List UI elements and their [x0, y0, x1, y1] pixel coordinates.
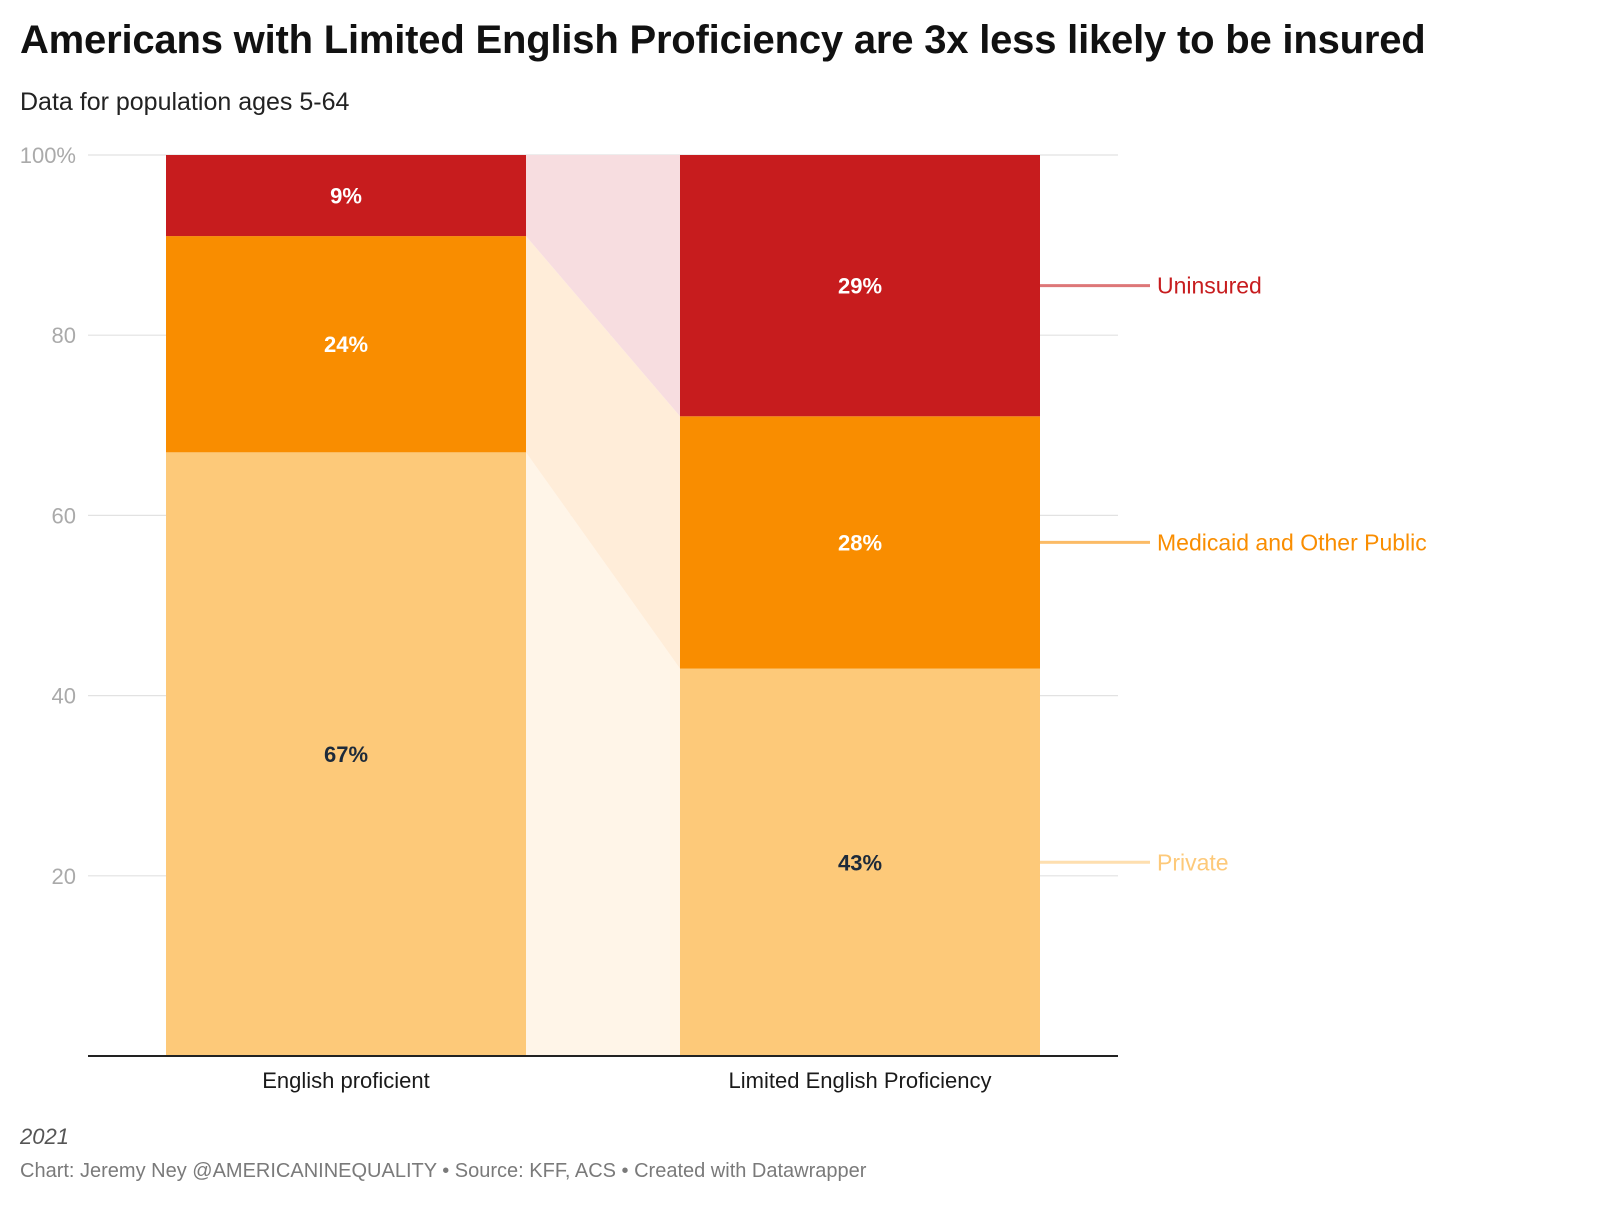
bar-segment: [680, 416, 1040, 669]
chart-title: Americans with Limited English Proficien…: [20, 18, 1426, 62]
legend-label: Uninsured: [1157, 273, 1262, 299]
chart-subtitle: Data for population ages 5-64: [20, 88, 350, 116]
y-tick-label: 60: [52, 503, 76, 528]
y-tick-label: 80: [52, 323, 76, 348]
bar-value-label: 28%: [838, 530, 882, 555]
bar-segment: [680, 155, 1040, 417]
y-tick-label: 20: [52, 864, 76, 889]
bar-value-label: 9%: [330, 184, 362, 209]
bar-value-label: 43%: [838, 850, 882, 875]
x-category-label: English proficient: [262, 1068, 430, 1093]
bar-value-label: 24%: [324, 332, 368, 357]
connector-band-medicaid-and-other-public: [526, 236, 680, 669]
x-category-label: Limited English Proficiency: [729, 1068, 992, 1093]
stacked-bar-chart: 100% 80 60 40 20 67% 43% 24% 28% 9% 29% English pro…: [20, 143, 1427, 1093]
bar-value-label: 29%: [838, 274, 882, 299]
chart-year-note: 2021: [20, 1124, 69, 1149]
legend-label: Private: [1157, 849, 1229, 875]
y-tick-label: 40: [52, 684, 76, 709]
bar-segment: [166, 452, 526, 1057]
bar-segment: [166, 155, 526, 237]
bar-segment: [680, 668, 1040, 1056]
bar-segment: [166, 236, 526, 453]
connector-band-private: [526, 452, 680, 1057]
chart-footer-credits: Chart: Jeremy Ney @AMERICANINEQUALITY • …: [20, 1160, 867, 1182]
y-tick-label: 100%: [20, 143, 76, 168]
legend-label: Medicaid and Other Public: [1157, 529, 1427, 555]
connector-band-uninsured: [526, 155, 680, 417]
bar-value-label: 67%: [324, 742, 368, 767]
